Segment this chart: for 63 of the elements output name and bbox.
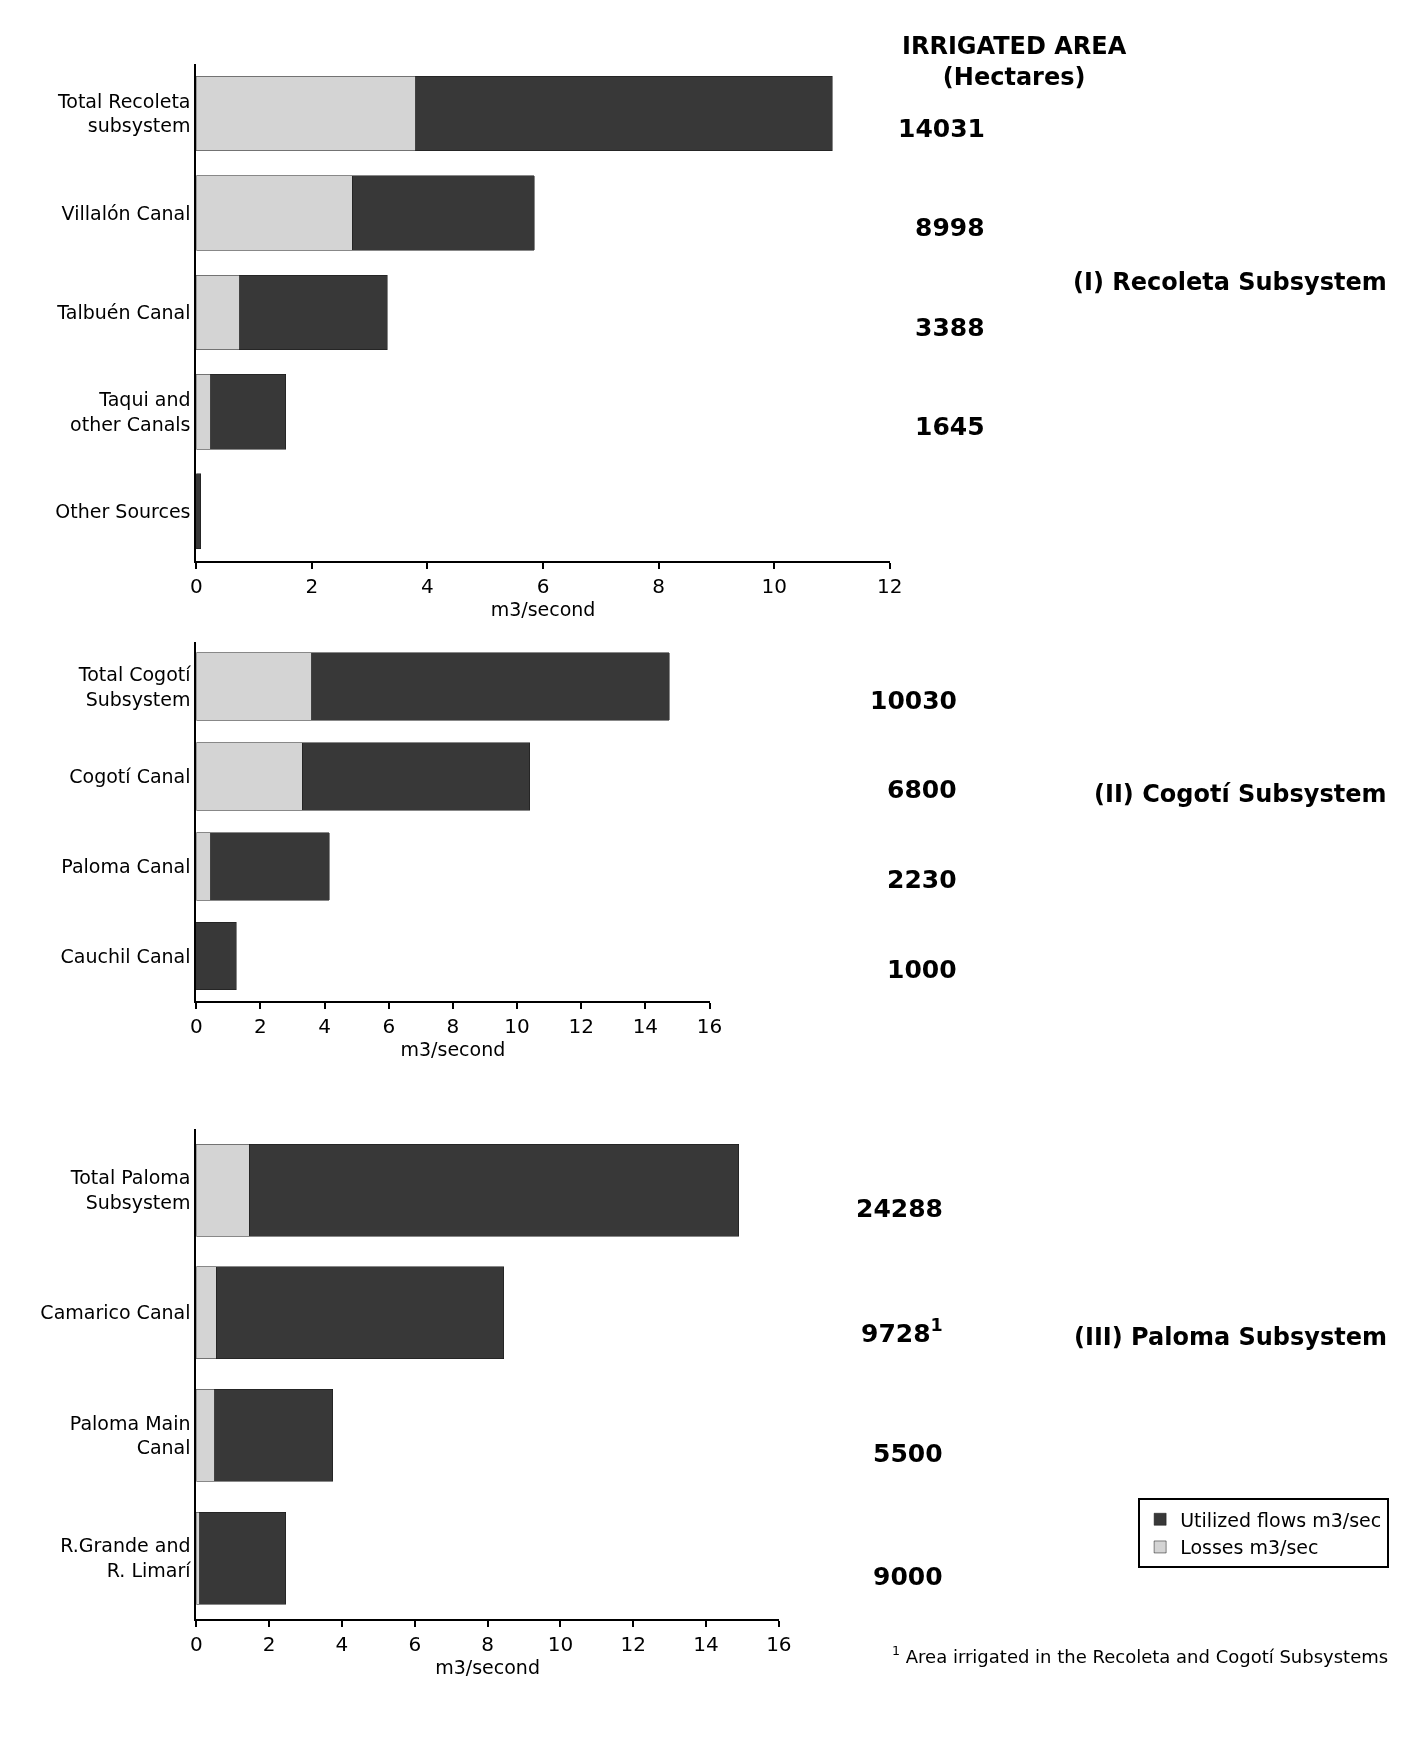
text: IRRIGATED AREA (Hectares) [902, 32, 1127, 92]
x-tick-label: 12 [877, 573, 903, 598]
x-tick-label: 6 [536, 573, 550, 598]
x-tick-label: 10 [504, 1014, 530, 1039]
bar [196, 473, 202, 549]
x-tick-label: 2 [262, 1632, 276, 1657]
x-tick-label: 6 [408, 1632, 422, 1657]
text: 9728$^{1}$ [861, 1315, 943, 1348]
x-tick-label: 10 [761, 573, 787, 598]
x-axis-title: m3/second [400, 1038, 506, 1061]
y-tick-label: Talbuén Canal [56, 300, 191, 323]
x-tick-label: 0 [189, 1632, 203, 1657]
text: (III) Paloma Subsystem [1074, 1323, 1388, 1351]
y-tick-label: Paloma Canal [61, 854, 191, 877]
x-tick-label: 8 [446, 1014, 460, 1039]
x-tick-label: 14 [632, 1014, 659, 1039]
text: 1645 [915, 412, 985, 441]
x-tick-label: 16 [696, 1014, 723, 1039]
x-tick-label: 4 [335, 1632, 349, 1657]
x-tick-label: 4 [318, 1014, 331, 1039]
x-tick-label: 10 [547, 1632, 574, 1657]
y-tick-label: Paloma Main Canal [69, 1411, 191, 1459]
text: 8998 [915, 213, 985, 242]
text: 6800 [887, 775, 957, 804]
y-tick-label: Cauchil Canal [60, 944, 191, 967]
x-tick-label: 0 [189, 573, 203, 598]
y-tick-label: Total Paloma Subsystem [69, 1166, 191, 1214]
text: 24288 [856, 1194, 943, 1223]
x-axis-title: m3/second [490, 597, 596, 620]
x-tick-label: 8 [652, 573, 666, 598]
text: 5500 [873, 1439, 943, 1468]
text: 10030 [870, 686, 957, 715]
legend-label: Utilized flows m3/sec [1180, 1508, 1382, 1531]
y-tick-label: Other Sources [55, 499, 191, 522]
text: 1000 [887, 955, 957, 984]
x-tick-label: 12 [620, 1632, 646, 1657]
text: (II) Cogotí Subsystem [1094, 780, 1387, 808]
y-tick-label: R.Grande and R. Limarí [60, 1534, 192, 1582]
text: 2230 [887, 865, 957, 894]
x-tick-label: 2 [305, 573, 319, 598]
text: 9000 [873, 1562, 943, 1591]
x-tick-label: 4 [421, 573, 434, 598]
y-tick-label: Cogotí Canal [69, 765, 191, 788]
text: 14031 [898, 114, 985, 143]
y-tick-label: Camarico Canal [40, 1301, 191, 1324]
y-tick-label: Total Recoleta subsystem [56, 89, 191, 137]
y-tick-label: Villalón Canal [61, 201, 191, 224]
x-tick-label: 2 [254, 1014, 267, 1039]
text: $^{1}$ Area irrigated in the Recoleta and Cogotí Subsystems [892, 1643, 1389, 1667]
y-tick-label: Total Cogotí Subsystem [77, 662, 192, 710]
x-tick-label: 0 [189, 1014, 203, 1039]
bar [196, 922, 237, 991]
x-tick-label: 6 [382, 1014, 396, 1039]
x-tick-label: 12 [568, 1014, 594, 1039]
bar [199, 1511, 286, 1605]
x-tick-label: 16 [766, 1632, 792, 1657]
text: (I) Recoleta Subsystem [1073, 268, 1387, 296]
x-tick-label: 8 [481, 1632, 494, 1657]
text: 3388 [915, 313, 985, 342]
legend-label: Losses m3/sec [1180, 1536, 1319, 1559]
y-tick-label: Taqui and other Canals [70, 388, 191, 435]
x-tick-label: 14 [693, 1632, 719, 1657]
x-axis-title: m3/second [435, 1656, 540, 1679]
